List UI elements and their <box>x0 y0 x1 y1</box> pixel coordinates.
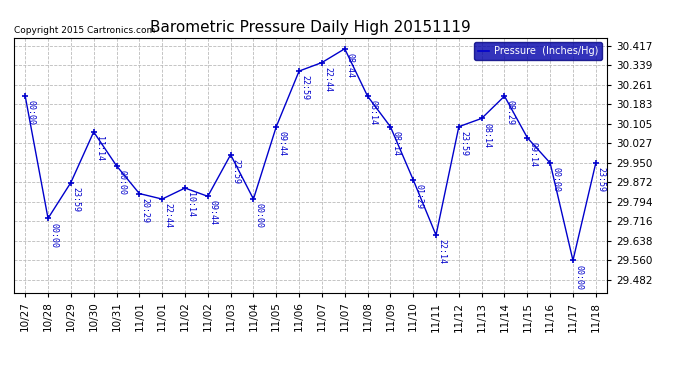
Text: 22:59: 22:59 <box>232 159 241 184</box>
Text: 00:00: 00:00 <box>551 167 560 192</box>
Text: 20:29: 20:29 <box>140 198 149 223</box>
Text: 08:29: 08:29 <box>506 100 515 125</box>
Text: 22:14: 22:14 <box>437 239 446 264</box>
Text: 00:00: 00:00 <box>574 265 583 290</box>
Text: 10:14: 10:14 <box>186 192 195 217</box>
Text: 09:44: 09:44 <box>277 131 286 156</box>
Text: 00:00: 00:00 <box>117 170 126 195</box>
Text: 08:44: 08:44 <box>346 53 355 78</box>
Text: 11:14: 11:14 <box>95 136 103 161</box>
Title: Barometric Pressure Daily High 20151119: Barometric Pressure Daily High 20151119 <box>150 20 471 35</box>
Text: 00:00: 00:00 <box>49 222 58 248</box>
Text: 23:59: 23:59 <box>460 131 469 156</box>
Text: 08:14: 08:14 <box>483 123 492 148</box>
Text: 00:00: 00:00 <box>255 203 264 228</box>
Text: 08:14: 08:14 <box>391 131 400 156</box>
Text: 22:44: 22:44 <box>323 67 332 92</box>
Text: 01:29: 01:29 <box>414 184 423 209</box>
Text: 09:44: 09:44 <box>209 201 218 225</box>
Text: 22:44: 22:44 <box>164 203 172 228</box>
Legend: Pressure  (Inches/Hg): Pressure (Inches/Hg) <box>473 42 602 60</box>
Text: 23:59: 23:59 <box>72 187 81 212</box>
Text: Copyright 2015 Cartronics.com: Copyright 2015 Cartronics.com <box>14 26 155 35</box>
Text: 08:14: 08:14 <box>368 100 377 125</box>
Text: 23:59: 23:59 <box>597 167 606 192</box>
Text: 00:00: 00:00 <box>26 100 35 125</box>
Text: 22:59: 22:59 <box>300 75 309 100</box>
Text: 09:14: 09:14 <box>529 142 538 167</box>
